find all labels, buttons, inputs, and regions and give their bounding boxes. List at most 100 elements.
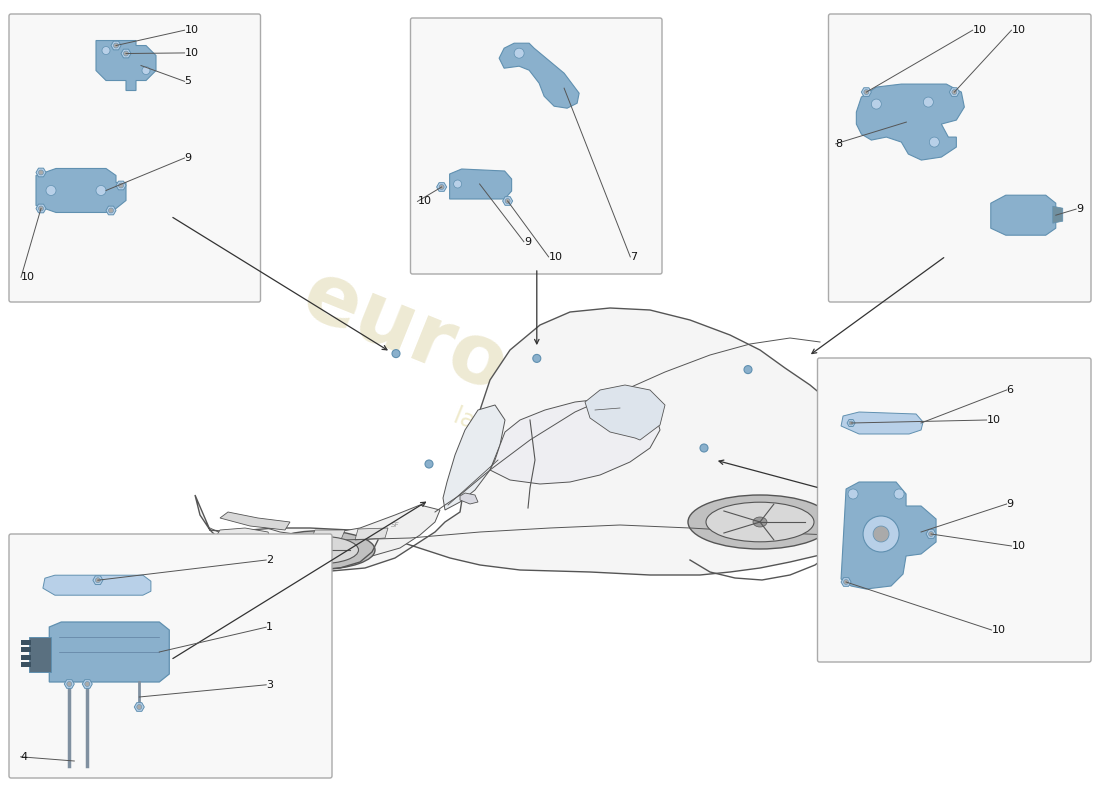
Bar bbox=[21, 662, 31, 667]
Text: 10: 10 bbox=[991, 625, 1005, 635]
Polygon shape bbox=[842, 412, 923, 434]
Ellipse shape bbox=[265, 530, 375, 570]
Text: 2: 2 bbox=[266, 555, 273, 565]
Text: 9: 9 bbox=[524, 237, 531, 246]
Polygon shape bbox=[503, 197, 513, 206]
Circle shape bbox=[119, 183, 123, 188]
Polygon shape bbox=[310, 530, 345, 542]
Circle shape bbox=[894, 489, 904, 499]
Circle shape bbox=[923, 97, 933, 107]
Ellipse shape bbox=[282, 536, 359, 564]
Text: eurospares: eurospares bbox=[290, 254, 810, 526]
Circle shape bbox=[930, 137, 939, 147]
Ellipse shape bbox=[688, 495, 832, 549]
Ellipse shape bbox=[706, 502, 814, 542]
Polygon shape bbox=[214, 528, 272, 548]
Polygon shape bbox=[96, 41, 156, 90]
Bar bbox=[21, 647, 31, 652]
Polygon shape bbox=[437, 182, 447, 191]
Polygon shape bbox=[585, 385, 666, 440]
Polygon shape bbox=[460, 493, 478, 504]
Ellipse shape bbox=[754, 517, 767, 527]
Text: 10: 10 bbox=[21, 272, 35, 282]
Text: 10: 10 bbox=[185, 26, 198, 35]
Circle shape bbox=[136, 705, 142, 710]
Bar bbox=[21, 655, 31, 660]
Text: SF: SF bbox=[390, 522, 399, 528]
Circle shape bbox=[67, 682, 72, 686]
Text: 8: 8 bbox=[836, 138, 843, 149]
Circle shape bbox=[873, 526, 889, 542]
Circle shape bbox=[864, 516, 899, 552]
Polygon shape bbox=[36, 168, 46, 177]
FancyBboxPatch shape bbox=[828, 14, 1091, 302]
Circle shape bbox=[46, 186, 56, 195]
Polygon shape bbox=[490, 398, 660, 484]
Polygon shape bbox=[106, 206, 116, 215]
Text: 10: 10 bbox=[1012, 26, 1025, 35]
Polygon shape bbox=[36, 169, 126, 213]
Text: 10: 10 bbox=[185, 48, 198, 58]
FancyBboxPatch shape bbox=[9, 534, 332, 778]
Circle shape bbox=[39, 170, 44, 175]
Polygon shape bbox=[116, 181, 127, 190]
Polygon shape bbox=[195, 308, 868, 575]
Circle shape bbox=[425, 460, 433, 468]
Polygon shape bbox=[64, 680, 75, 688]
Polygon shape bbox=[92, 576, 103, 585]
Polygon shape bbox=[50, 622, 169, 682]
Circle shape bbox=[85, 682, 90, 686]
Polygon shape bbox=[856, 84, 965, 160]
Circle shape bbox=[505, 198, 510, 203]
Circle shape bbox=[96, 578, 100, 582]
Circle shape bbox=[96, 186, 106, 195]
Text: 4: 4 bbox=[21, 752, 28, 762]
Circle shape bbox=[514, 48, 524, 58]
Polygon shape bbox=[36, 204, 46, 213]
Polygon shape bbox=[121, 49, 131, 58]
Polygon shape bbox=[230, 505, 440, 562]
Polygon shape bbox=[847, 419, 855, 426]
Ellipse shape bbox=[314, 546, 326, 554]
Circle shape bbox=[113, 43, 119, 48]
Polygon shape bbox=[220, 512, 290, 530]
Circle shape bbox=[844, 579, 848, 585]
Polygon shape bbox=[30, 637, 52, 672]
Circle shape bbox=[392, 350, 400, 358]
Polygon shape bbox=[840, 400, 862, 422]
Polygon shape bbox=[355, 528, 388, 540]
Text: 3: 3 bbox=[266, 680, 273, 690]
Circle shape bbox=[439, 185, 444, 190]
Text: 1: 1 bbox=[266, 622, 273, 632]
Polygon shape bbox=[861, 88, 871, 97]
Circle shape bbox=[453, 180, 462, 188]
FancyBboxPatch shape bbox=[817, 358, 1091, 662]
Polygon shape bbox=[949, 88, 959, 97]
Polygon shape bbox=[499, 43, 579, 108]
Text: 10: 10 bbox=[972, 26, 987, 35]
Polygon shape bbox=[1053, 206, 1063, 223]
Circle shape bbox=[109, 208, 113, 213]
FancyBboxPatch shape bbox=[9, 14, 261, 302]
Circle shape bbox=[871, 99, 881, 109]
Polygon shape bbox=[926, 530, 936, 538]
Circle shape bbox=[123, 51, 129, 56]
Text: la passione per la Ferrari: la passione per la Ferrari bbox=[450, 404, 730, 536]
Circle shape bbox=[928, 531, 934, 537]
Polygon shape bbox=[43, 575, 151, 595]
Circle shape bbox=[744, 366, 752, 374]
Text: 5: 5 bbox=[185, 76, 191, 86]
Circle shape bbox=[102, 46, 110, 54]
Circle shape bbox=[39, 206, 44, 211]
Polygon shape bbox=[450, 169, 512, 199]
Text: 10: 10 bbox=[418, 197, 431, 206]
Polygon shape bbox=[443, 405, 505, 510]
Polygon shape bbox=[134, 702, 144, 711]
Text: 9: 9 bbox=[1076, 204, 1084, 214]
Polygon shape bbox=[82, 680, 92, 688]
Polygon shape bbox=[111, 41, 121, 50]
Text: 9: 9 bbox=[185, 153, 191, 163]
Text: 10: 10 bbox=[1012, 541, 1025, 551]
Text: 6: 6 bbox=[1006, 385, 1013, 395]
Polygon shape bbox=[991, 195, 1056, 235]
